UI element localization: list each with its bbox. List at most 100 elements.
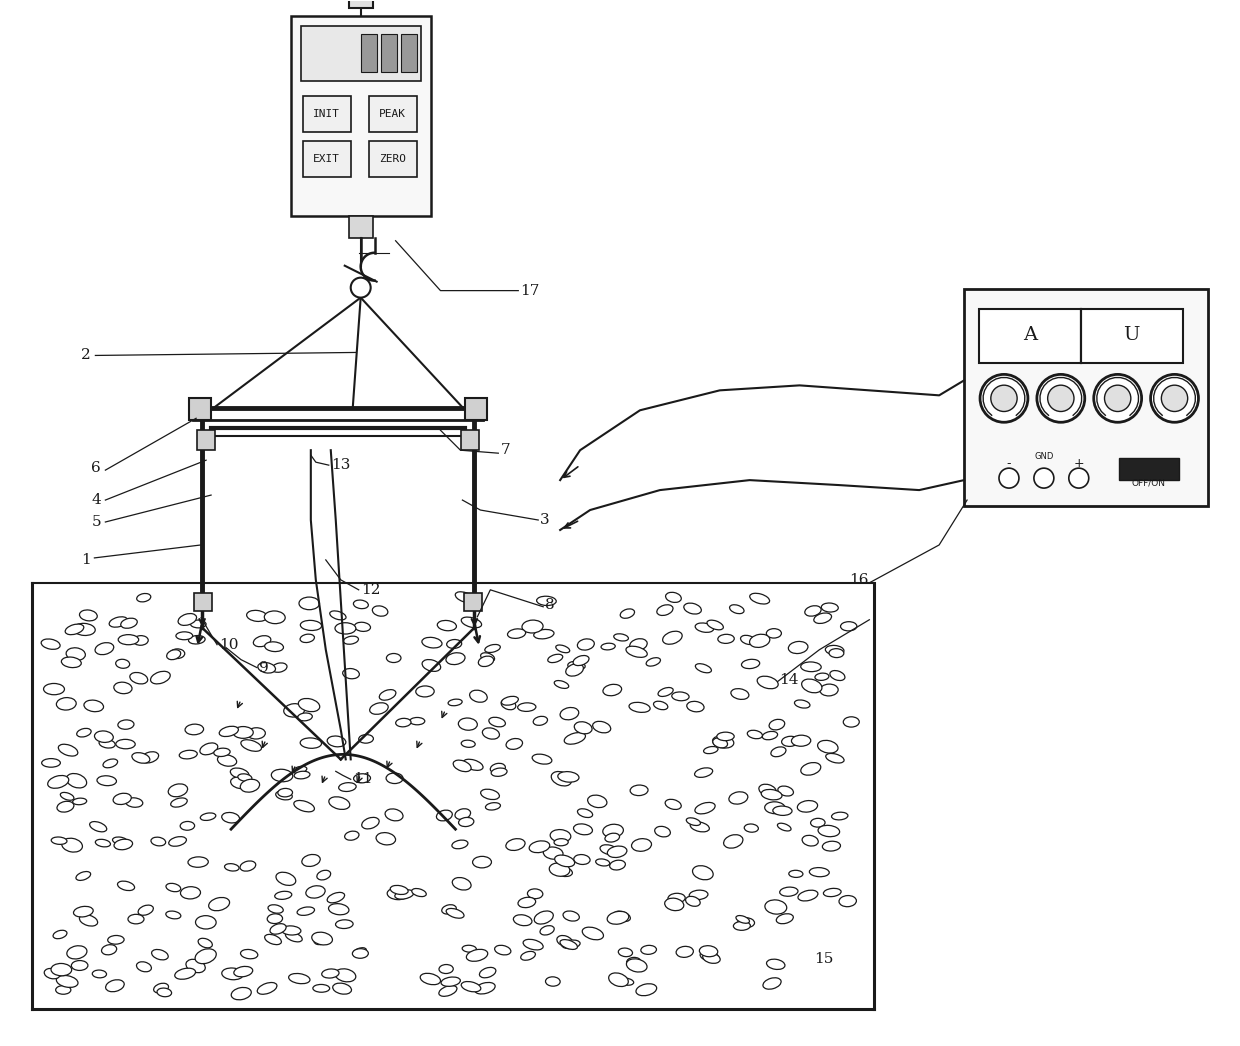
Bar — [980, 309, 1081, 363]
Text: 1: 1 — [82, 553, 92, 567]
Ellipse shape — [268, 905, 283, 913]
Ellipse shape — [568, 661, 585, 670]
Circle shape — [991, 385, 1017, 411]
Ellipse shape — [300, 737, 321, 748]
Circle shape — [1162, 385, 1188, 411]
Ellipse shape — [765, 802, 785, 814]
Bar — [368, 141, 417, 177]
Ellipse shape — [614, 911, 630, 922]
Text: EXIT: EXIT — [314, 154, 340, 164]
Ellipse shape — [47, 775, 68, 789]
Ellipse shape — [109, 617, 128, 628]
Ellipse shape — [376, 833, 396, 845]
Ellipse shape — [128, 914, 144, 924]
Ellipse shape — [485, 644, 500, 653]
Ellipse shape — [234, 967, 253, 977]
Ellipse shape — [72, 960, 88, 971]
Ellipse shape — [358, 734, 373, 743]
Ellipse shape — [548, 654, 563, 662]
Ellipse shape — [335, 622, 356, 634]
Circle shape — [1037, 374, 1085, 423]
Ellipse shape — [278, 789, 293, 797]
Ellipse shape — [387, 654, 401, 662]
Ellipse shape — [391, 885, 408, 894]
Ellipse shape — [461, 741, 475, 747]
Ellipse shape — [345, 832, 360, 840]
Ellipse shape — [839, 895, 857, 907]
Ellipse shape — [666, 592, 681, 602]
Ellipse shape — [563, 911, 579, 922]
Bar — [1081, 309, 1183, 363]
Ellipse shape — [686, 818, 701, 825]
Ellipse shape — [518, 897, 536, 908]
Ellipse shape — [329, 797, 350, 810]
Ellipse shape — [551, 829, 570, 842]
Circle shape — [980, 374, 1028, 423]
Ellipse shape — [275, 791, 293, 800]
Ellipse shape — [466, 950, 487, 961]
Bar — [461, 430, 480, 450]
Ellipse shape — [495, 946, 511, 955]
Ellipse shape — [441, 905, 456, 914]
Ellipse shape — [247, 728, 265, 740]
Ellipse shape — [780, 887, 799, 896]
Ellipse shape — [626, 646, 647, 657]
Ellipse shape — [131, 753, 150, 764]
Ellipse shape — [843, 717, 859, 727]
Text: 7: 7 — [500, 444, 510, 457]
Bar — [348, 215, 373, 237]
Ellipse shape — [396, 719, 410, 727]
Text: 17: 17 — [521, 283, 539, 298]
Ellipse shape — [103, 759, 118, 768]
Bar — [197, 430, 215, 450]
Text: 8: 8 — [546, 597, 554, 612]
Ellipse shape — [208, 897, 229, 911]
Ellipse shape — [653, 701, 668, 709]
Ellipse shape — [336, 919, 353, 929]
Ellipse shape — [777, 786, 794, 796]
Ellipse shape — [795, 700, 810, 708]
Ellipse shape — [797, 800, 817, 812]
Ellipse shape — [386, 809, 403, 821]
Ellipse shape — [481, 653, 495, 662]
Ellipse shape — [219, 726, 238, 736]
Ellipse shape — [539, 926, 554, 935]
Ellipse shape — [657, 605, 673, 615]
Ellipse shape — [231, 768, 249, 779]
Text: 16: 16 — [849, 573, 869, 587]
Circle shape — [999, 469, 1019, 488]
Ellipse shape — [773, 806, 792, 816]
Ellipse shape — [694, 768, 713, 777]
Text: PEAK: PEAK — [379, 109, 407, 119]
Ellipse shape — [475, 982, 495, 994]
Ellipse shape — [595, 859, 610, 866]
Ellipse shape — [630, 786, 649, 796]
Ellipse shape — [560, 707, 579, 720]
Ellipse shape — [284, 704, 305, 718]
Ellipse shape — [789, 641, 808, 654]
Ellipse shape — [713, 735, 734, 748]
Bar — [401, 35, 417, 72]
Ellipse shape — [527, 889, 543, 899]
Ellipse shape — [353, 774, 371, 782]
Ellipse shape — [113, 837, 128, 844]
Ellipse shape — [696, 623, 714, 633]
Ellipse shape — [120, 618, 138, 629]
Ellipse shape — [151, 950, 169, 960]
Ellipse shape — [94, 731, 113, 743]
Ellipse shape — [583, 927, 604, 939]
Ellipse shape — [470, 690, 487, 702]
Bar — [301, 26, 420, 82]
Circle shape — [1048, 385, 1074, 411]
Ellipse shape — [353, 948, 366, 956]
Ellipse shape — [179, 614, 197, 626]
Ellipse shape — [455, 809, 470, 819]
Ellipse shape — [301, 855, 320, 866]
Text: GND: GND — [1034, 452, 1054, 460]
Ellipse shape — [114, 682, 131, 693]
Ellipse shape — [603, 824, 624, 838]
Ellipse shape — [517, 703, 536, 711]
Bar — [368, 96, 417, 132]
Ellipse shape — [272, 663, 286, 673]
Ellipse shape — [41, 639, 60, 650]
